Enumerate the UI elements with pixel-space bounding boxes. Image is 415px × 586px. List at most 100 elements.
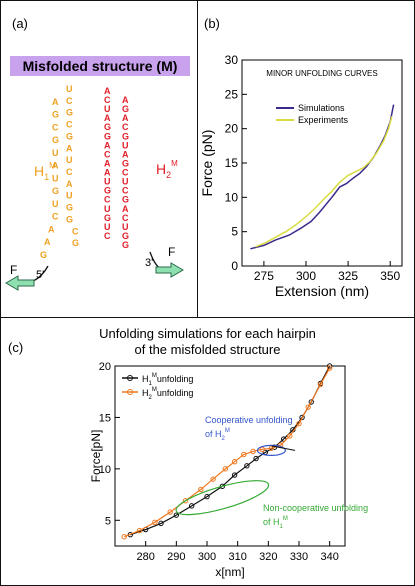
hairpin1-base: A [44, 237, 51, 247]
hairpin1-base: A [66, 143, 73, 153]
panel-c-label: (c) [8, 340, 24, 355]
force-right-label: F [168, 245, 175, 259]
y-tick-label: 30 [225, 53, 239, 67]
hairpin2-base: C [122, 122, 129, 132]
hairpin1-base: G [52, 135, 59, 145]
hairpin2-base: C [122, 186, 129, 196]
hairpin1-base: U [52, 199, 59, 209]
series-point-1 [231, 458, 238, 465]
series-point-1 [250, 448, 256, 455]
y-tick-label: 20 [99, 361, 111, 373]
x-tick-label: 350 [380, 269, 400, 283]
series-point-1 [326, 365, 333, 371]
hairpin2-label: H2M [156, 159, 178, 180]
plot-area [241, 59, 403, 267]
hairpin2-base: C [104, 95, 111, 105]
series-point-1 [198, 486, 204, 493]
legend-label-1: H2Munfolding [142, 387, 193, 401]
y-tick-label: 5 [231, 225, 238, 239]
series-line-1 [255, 116, 393, 248]
chart-c-title-line1: Unfolding simulations for each hairpin [99, 326, 316, 341]
x-tick-label: 330 [290, 551, 308, 563]
three-prime-label: 3' [145, 257, 153, 269]
hairpin2-base: G [104, 213, 111, 223]
cooperative-annotation-line2: of H2M [205, 428, 230, 442]
hairpin1-base: C [52, 122, 59, 132]
hairpin2-base: A [122, 204, 129, 214]
series-point-1 [210, 476, 216, 482]
legend-marker-0 [127, 375, 133, 381]
y-tick-label: 0 [231, 259, 238, 273]
y-tick-label: 25 [225, 87, 239, 101]
misfolded-structure-diagram: F F 5' 3' H1M H2M GAACUGUAUGCGAUCGCGAUCA… [5, 84, 184, 291]
hairpin2-base: A [104, 113, 111, 123]
x-tick-label: 290 [167, 551, 185, 563]
x-tick-label: 310 [228, 551, 246, 563]
panel-divider-vertical [197, 0, 198, 317]
chart-hairpin-unfolding: 280 290 300 310 320 330 340 5 10 15 20 x[nm] Force[p… [89, 361, 368, 579]
series-point-1 [167, 509, 173, 515]
series-point-1 [152, 519, 158, 526]
force-arrow-right-icon [155, 262, 184, 278]
series-point-1 [287, 433, 293, 439]
x-tick-label: 340 [320, 551, 338, 563]
cooperative-annotation-line1: Cooperative unfolding [205, 415, 293, 425]
series-point-0 [188, 503, 195, 509]
series-point-0 [253, 455, 259, 462]
series-point-0 [173, 512, 180, 518]
legend-label-0: H1Munfolding [142, 373, 193, 387]
hairpin2-base: U [104, 104, 111, 114]
hairpin1-base: U [66, 84, 73, 94]
non-cooperative-annotation-line1: Non-cooperative unfolding [263, 503, 368, 513]
force-left-label: F [10, 263, 17, 277]
hairpin1-base: U [66, 155, 73, 165]
hairpin1-base: G [72, 238, 79, 248]
y-tick-label: 10 [99, 464, 111, 476]
hairpin2-base: A [104, 140, 111, 150]
series-point-1 [305, 404, 311, 410]
y-axis-label: Force (pN) [199, 130, 215, 197]
series-point-1 [268, 445, 275, 451]
hairpin1-base: G [40, 250, 47, 260]
hairpin1-base: C [72, 226, 79, 236]
hairpin2-base: C [104, 149, 111, 159]
hairpin1-base: A [52, 97, 59, 107]
series-point-1 [182, 498, 189, 504]
chart-c-title-line2: of the misfolded structure [134, 342, 281, 357]
hairpin2-base: A [104, 86, 111, 96]
x-tick-label: 325 [338, 269, 358, 283]
hairpin2-base: C [104, 231, 111, 241]
hairpin2-base: G [122, 231, 129, 241]
panel-divider-horizontal [0, 317, 415, 318]
hairpin1-base: G [66, 131, 73, 141]
hairpin1-base: G [66, 214, 73, 224]
hairpin2-base: U [122, 177, 129, 187]
hairpin1-base: G [52, 186, 59, 196]
non-cooperative-ellipse [175, 480, 270, 516]
hairpin2-base: A [122, 113, 129, 123]
x-axis-label: x[nm] [215, 565, 244, 579]
series-point-1 [317, 381, 324, 388]
series-point-0 [231, 472, 238, 478]
hairpin2-base: A [104, 158, 111, 168]
series-point-1 [222, 466, 229, 472]
series-point-1 [241, 451, 247, 458]
hairpin1-base: U [52, 148, 59, 158]
hairpin2-base: G [122, 240, 129, 250]
panel-a-label: (a) [12, 16, 28, 31]
x-axis-label: Extension (nm) [275, 283, 369, 299]
y-axis-label: Force[pN] [89, 430, 103, 483]
series-point-0 [204, 493, 210, 500]
x-tick-label: 280 [136, 551, 154, 563]
hairpin2-base: U [104, 204, 111, 214]
series-point-1 [136, 527, 143, 534]
y-tick-label: 15 [99, 412, 111, 424]
hairpin2-base: C [122, 213, 129, 223]
hairpin2-base: U [104, 222, 111, 232]
hairpin2-base: U [122, 222, 129, 232]
cooperative-ellipse [256, 444, 286, 456]
hairpin2-base: G [122, 131, 129, 141]
hairpin2-base: C [122, 168, 129, 178]
series-point-0 [299, 414, 305, 421]
non-cooperative-annotation-line2: of H1M [263, 516, 288, 530]
